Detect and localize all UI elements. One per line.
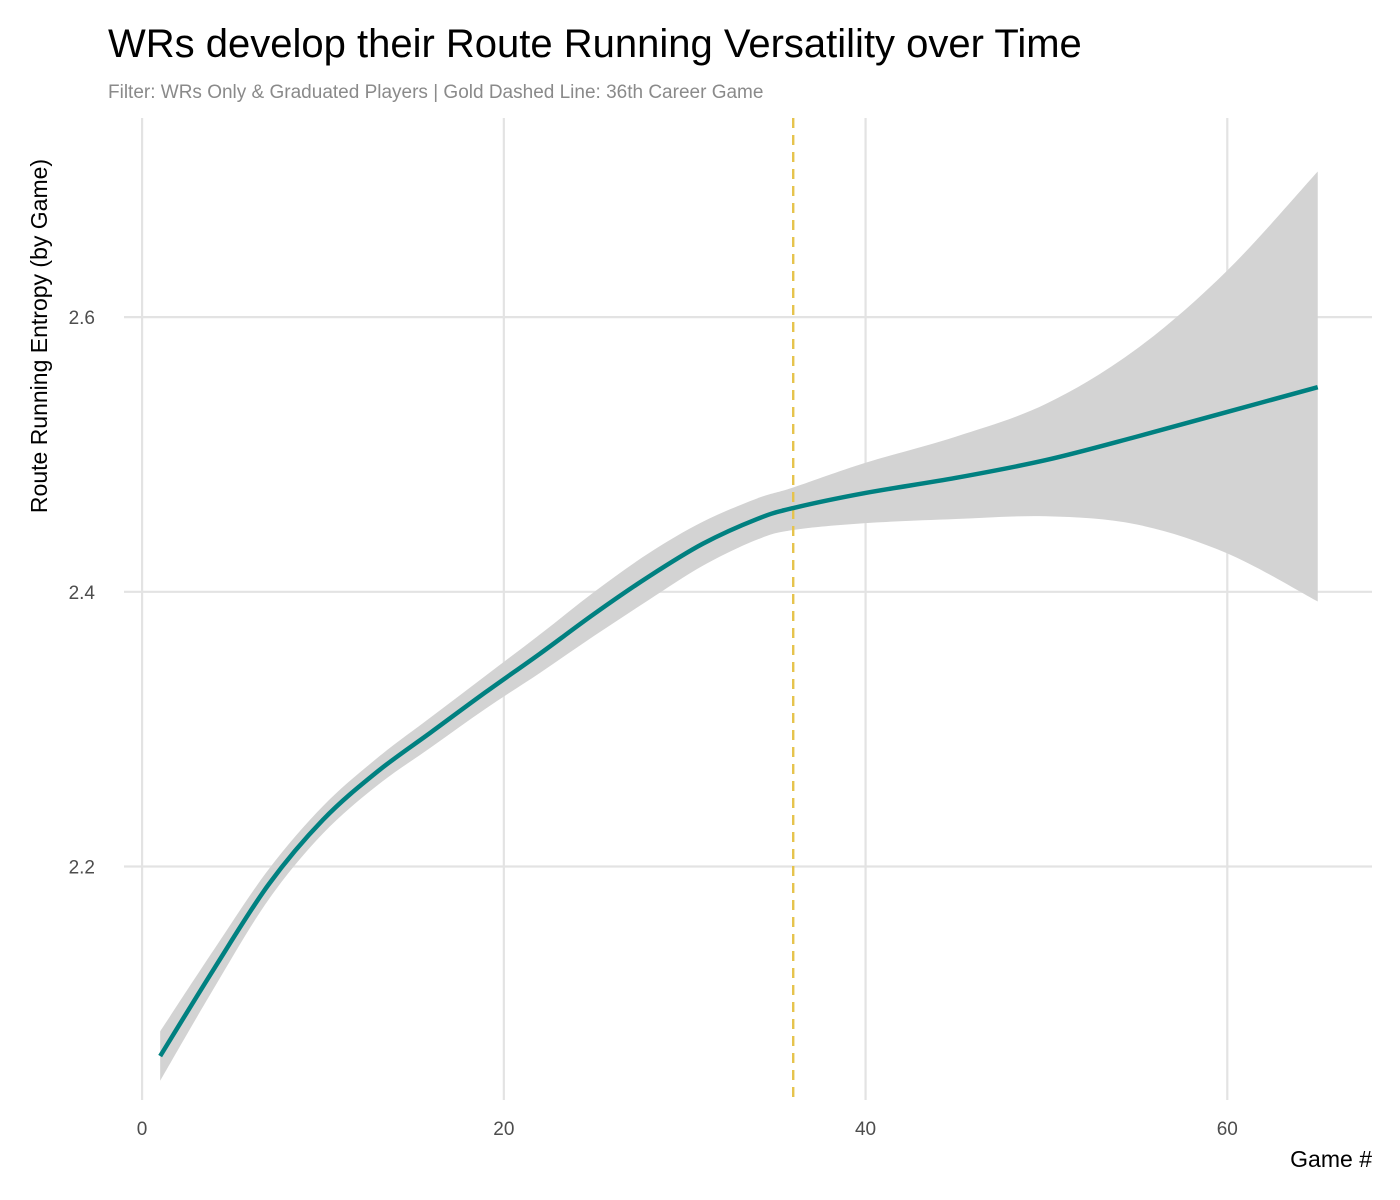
grid-layer [124,118,1372,1100]
tick-label-layer: 0 20 40 60 2.2 2.4 2.6 [69,308,1238,1140]
chart-subtitle: Filter: WRs Only & Graduated Players | G… [108,82,764,103]
smooth-line-layer [158,385,1319,1058]
smooth-trend-line [158,385,1319,1058]
x-tick-label-60: 60 [1217,1119,1238,1140]
confidence-band-layer [160,171,1318,1081]
x-axis-label: Game # [1290,1146,1372,1172]
confidence-band [160,171,1318,1081]
x-tick-label-20: 20 [493,1119,514,1140]
x-tick-label-40: 40 [855,1119,876,1140]
y-tick-label-2-4: 2.4 [69,583,96,604]
y-tick-label-2-2: 2.2 [69,858,95,879]
y-tick-label-2-6: 2.6 [69,308,95,329]
x-tick-label-0: 0 [137,1119,148,1140]
chart-title: WRs develop their Route Running Versatil… [108,22,1082,66]
y-axis-label: Route Running Entropy (by Game) [26,159,52,513]
